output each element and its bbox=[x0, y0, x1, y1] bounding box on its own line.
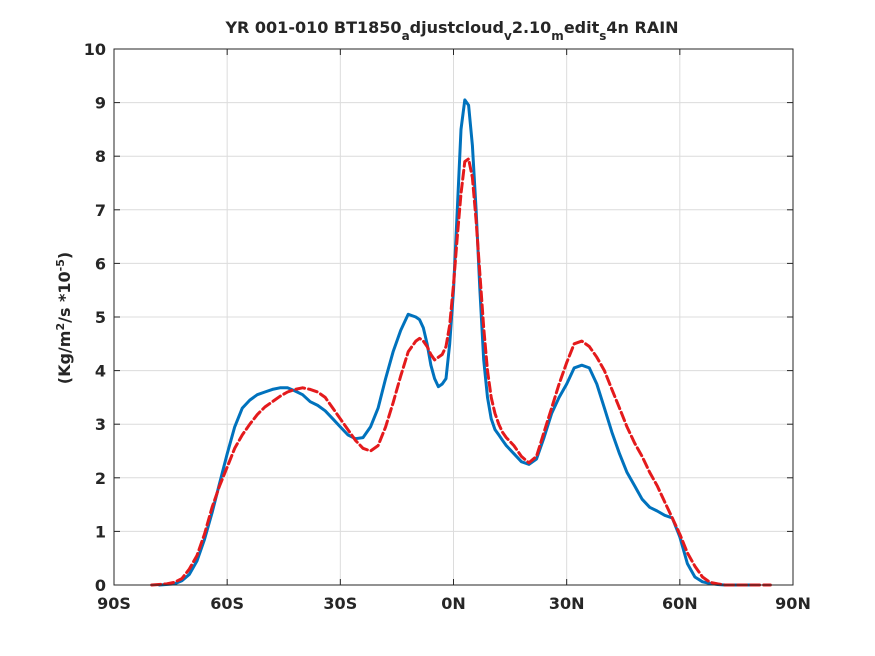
x-tick-label: 90N bbox=[775, 594, 811, 613]
x-tick-label: 0N bbox=[441, 594, 466, 613]
y-tick-label: 6 bbox=[95, 254, 106, 273]
y-tick-label: 5 bbox=[95, 308, 106, 327]
chart-title: YR 001-010 BT1850adjustcloudv2.10medits4… bbox=[224, 18, 678, 43]
x-tick-label: 30N bbox=[549, 594, 585, 613]
y-tick-label: 7 bbox=[95, 201, 106, 220]
y-tick-label: 8 bbox=[95, 147, 106, 166]
y-tick-label: 1 bbox=[95, 522, 106, 541]
series-line-1 bbox=[157, 98, 757, 587]
y-tick-label: 2 bbox=[95, 469, 106, 488]
x-tick-label: 60N bbox=[662, 594, 698, 613]
x-tick-label: 90S bbox=[97, 594, 131, 613]
y-axis-label: (Kg/m2/s *10-5) bbox=[54, 252, 75, 384]
y-tick-label: 4 bbox=[95, 362, 106, 381]
x-tick-label: 30S bbox=[323, 594, 357, 613]
y-tick-label: 10 bbox=[84, 40, 106, 59]
y-tick-label: 0 bbox=[95, 576, 106, 595]
series-line-2 bbox=[150, 157, 772, 587]
x-tick-label: 60S bbox=[210, 594, 244, 613]
series-lines bbox=[150, 98, 772, 587]
axis-ticks: 90S 60S 30S 0N 30N 60N 90N 0 1 2 3 4 5 6 7 8 9 10 bbox=[84, 40, 811, 613]
y-tick-label: 9 bbox=[95, 94, 106, 113]
y-tick-label: 3 bbox=[95, 415, 106, 434]
